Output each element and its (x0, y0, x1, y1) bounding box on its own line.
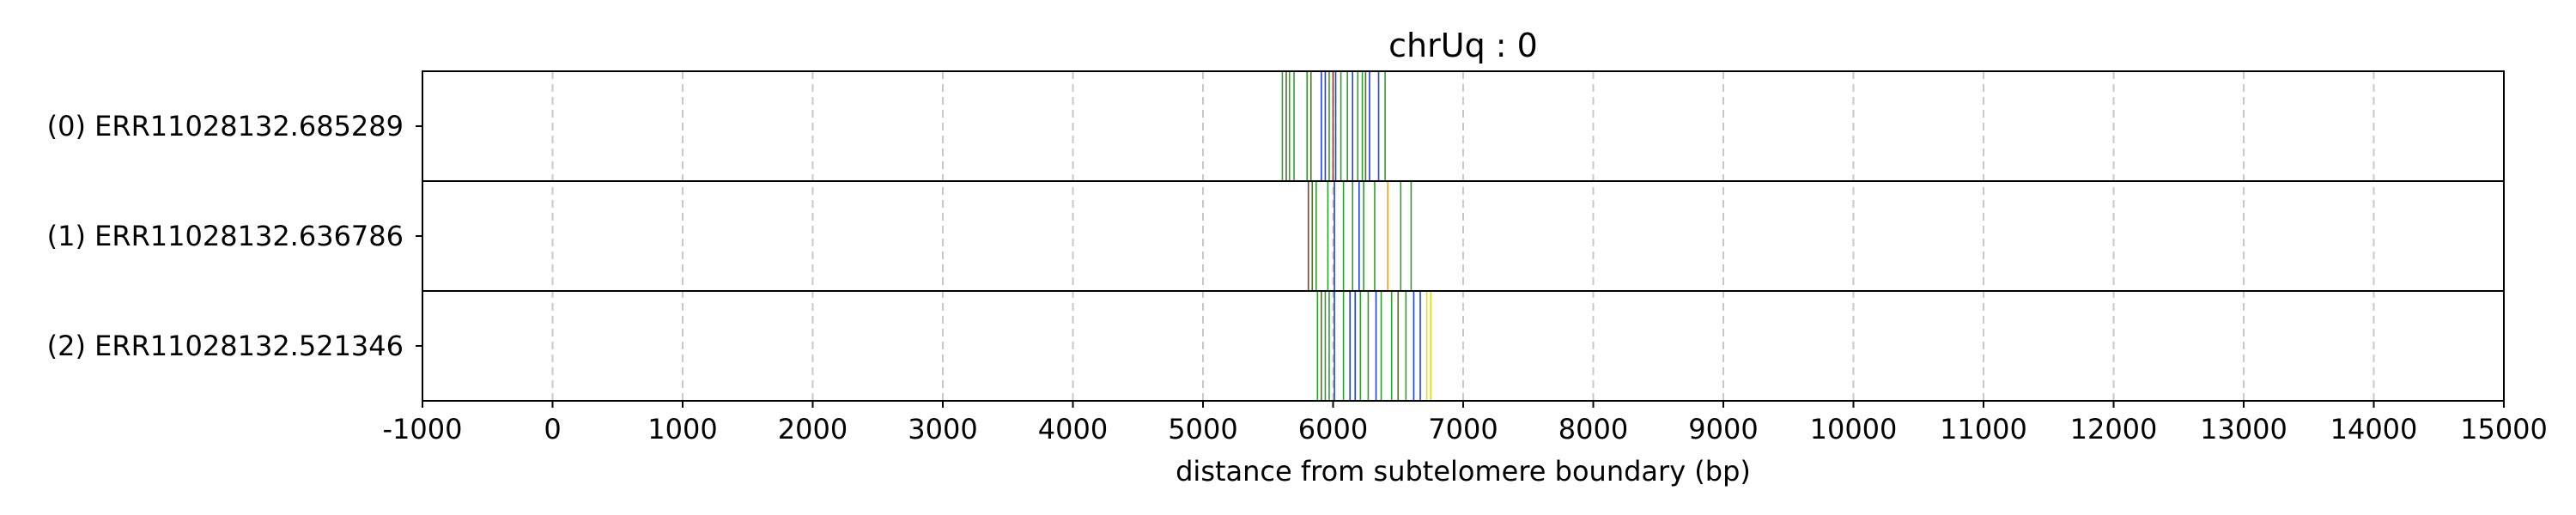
plot-border (422, 70, 2505, 402)
x-tick-label: 6000 (1298, 413, 1368, 445)
x-tick-label: 0 (544, 413, 561, 445)
x-tick-label: 8000 (1558, 413, 1628, 445)
x-tick-label: 3000 (908, 413, 977, 445)
x-tick-label: 9000 (1688, 413, 1758, 445)
x-tick-label: 10000 (1810, 413, 1898, 445)
x-tick-label: 13000 (2200, 413, 2287, 445)
read-label: (0) ERR11028132.685289 (47, 110, 404, 142)
chart-title: chrUq : 0 (1388, 27, 1538, 64)
x-tick-label: 11000 (1940, 413, 2027, 445)
x-tick-label: 12000 (2070, 413, 2158, 445)
read-marks (1281, 71, 1431, 401)
x-tick-label: 7000 (1428, 413, 1498, 445)
read-label: (1) ERR11028132.636786 (47, 220, 404, 252)
x-tick-label: 14000 (2330, 413, 2418, 445)
x-axis-label: distance from subtelomere boundary (bp) (1176, 455, 1751, 488)
read-label: (2) ERR11028132.521346 (47, 330, 404, 362)
x-tick-label: 2000 (778, 413, 848, 445)
x-tick-label: 15000 (2460, 413, 2548, 445)
plot-frame (422, 70, 2505, 402)
grid-lines (551, 71, 2375, 401)
x-tick-label: 1000 (647, 413, 717, 445)
x-tick-label: 4000 (1038, 413, 1108, 445)
x-tick-label: 5000 (1168, 413, 1237, 445)
x-tick-label: -1000 (383, 413, 463, 445)
read-labels: (0) ERR11028132.685289 (1) ERR11028132.63… (47, 110, 422, 362)
x-axis-ticks: -1000 0 1000 2000 3000 4000 5000 6000 7000 8000 90… (383, 401, 2548, 445)
